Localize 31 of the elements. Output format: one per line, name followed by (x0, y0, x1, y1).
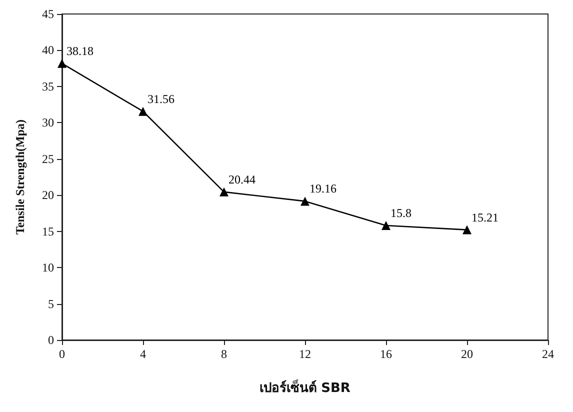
point (462, 225, 472, 234)
point (300, 196, 310, 206)
y-tick-label: 35 (42, 79, 54, 94)
y-tick-label: 10 (42, 260, 54, 275)
y-tick-label: 5 (48, 296, 54, 311)
point (58, 58, 66, 68)
y-tick-label: 15 (42, 224, 54, 238)
y-tick-label: 40 (42, 43, 54, 58)
point (138, 106, 148, 116)
data-label: 31.56 (148, 92, 174, 106)
point (382, 221, 390, 230)
x-axis-title: เปอร์เซ็นต์ SBR (260, 378, 350, 396)
x-tick-label: 20 (461, 347, 473, 361)
data-label: 19.16 (310, 182, 336, 196)
y-tick-label: 25 (42, 152, 54, 166)
y-axis-title: Tensile Strength(Mpa) (13, 119, 27, 235)
y-tick-label: 0 (48, 333, 54, 347)
x-tick-label: 8 (221, 347, 227, 361)
x-tick-label: 16 (380, 347, 392, 361)
point (220, 187, 228, 196)
x-tick-label: 0 (59, 347, 65, 361)
x-tick-label: 4 (140, 347, 146, 361)
data-label: 38.18 (66, 44, 94, 58)
x-tick-label: 24 (542, 347, 554, 361)
y-tick-label: 30 (42, 116, 54, 130)
y-tick-label: 20 (42, 188, 54, 202)
x-tick-label: 12 (299, 347, 311, 361)
data-label: 15.21 (472, 210, 498, 224)
data-label: 20.44 (228, 172, 256, 186)
y-tick-label: 45 (42, 7, 54, 21)
data-label: 15.8 (390, 206, 412, 220)
